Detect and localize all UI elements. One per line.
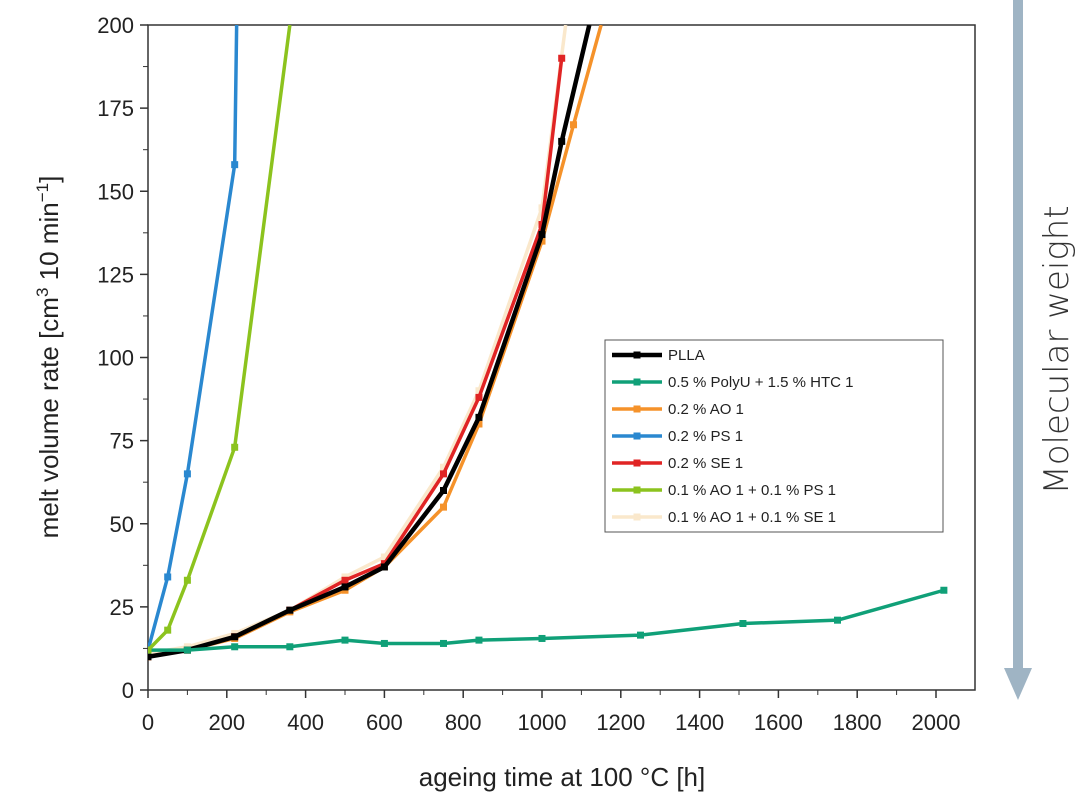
axis-ticks bbox=[140, 24, 937, 698]
legend: PLLA 0.5 % PolyU + 1.5 % HTC 1 0.2 % AO 1 0… bbox=[604, 339, 944, 533]
series-line-6 bbox=[148, 25, 568, 656]
arrow-shaft bbox=[1013, 0, 1023, 670]
series-layer bbox=[148, 25, 948, 661]
x-tick-label: 1800 bbox=[833, 710, 882, 735]
legend-marker bbox=[633, 432, 641, 440]
legend-marker bbox=[633, 459, 641, 467]
data-point bbox=[231, 643, 239, 651]
data-point bbox=[183, 576, 191, 584]
data-point bbox=[164, 626, 172, 634]
data-point bbox=[475, 413, 483, 421]
data-point bbox=[148, 653, 152, 661]
x-tick-label: 200 bbox=[208, 710, 245, 735]
x-tick-label: 0 bbox=[142, 710, 154, 735]
data-point bbox=[739, 620, 747, 627]
x-tick-label: 1600 bbox=[754, 710, 803, 735]
data-point bbox=[148, 646, 152, 654]
y-axis-title-mid: 10 min bbox=[34, 202, 64, 287]
data-point bbox=[558, 137, 566, 145]
tick-labels: 0 200 400 600 800 1000 1200 1400 1600 1800 2000 0 25… bbox=[97, 13, 960, 735]
data-point bbox=[475, 636, 483, 644]
data-point bbox=[440, 487, 447, 494]
y-tick-label: 50 bbox=[110, 512, 134, 537]
data-point bbox=[834, 616, 841, 624]
x-tick-label: 1200 bbox=[596, 710, 645, 735]
legend-label: 0.1 % AO 1 + 0.1 % PS 1 bbox=[668, 482, 836, 499]
data-point bbox=[637, 631, 644, 639]
y-tick-label: 25 bbox=[110, 595, 134, 620]
data-point bbox=[940, 586, 948, 594]
legend-marker bbox=[633, 351, 641, 359]
x-tick-label: 1000 bbox=[518, 710, 567, 735]
data-point bbox=[538, 204, 546, 212]
y-tick-label: 150 bbox=[97, 179, 134, 204]
data-point bbox=[380, 563, 388, 571]
data-point bbox=[183, 646, 191, 654]
data-point bbox=[475, 393, 483, 401]
legend-marker bbox=[633, 378, 641, 386]
legend-marker bbox=[633, 513, 641, 521]
y-axis-title: melt volume rate [cm3 10 min−1] bbox=[33, 176, 64, 539]
data-point bbox=[440, 503, 447, 511]
data-point bbox=[231, 443, 239, 451]
y-axis-title-end: ] bbox=[34, 176, 64, 183]
y-tick-label: 200 bbox=[97, 13, 134, 38]
y-tick-label: 100 bbox=[97, 346, 134, 371]
data-point bbox=[286, 606, 294, 614]
legend-label: 0.2 % AO 1 bbox=[668, 401, 744, 418]
y-tick-label: 0 bbox=[122, 678, 134, 703]
data-point bbox=[440, 470, 447, 478]
molecular-weight-label: Molecular weight bbox=[1037, 205, 1077, 494]
data-point bbox=[231, 633, 239, 641]
data-point bbox=[164, 573, 172, 581]
data-point bbox=[183, 470, 191, 478]
legend-label: 0.2 % SE 1 bbox=[668, 455, 743, 472]
arrow-head bbox=[1004, 668, 1032, 700]
data-point bbox=[286, 643, 294, 651]
data-point bbox=[341, 636, 349, 644]
x-tick-label: 800 bbox=[445, 710, 482, 735]
legend-marker bbox=[633, 405, 641, 413]
x-axis-title: ageing time at 100 °C [h] bbox=[419, 762, 705, 792]
data-point bbox=[538, 230, 546, 238]
data-point bbox=[538, 634, 546, 642]
x-tick-label: 400 bbox=[287, 710, 324, 735]
data-point bbox=[341, 576, 349, 584]
x-tick-label: 1400 bbox=[675, 710, 724, 735]
data-point bbox=[475, 420, 483, 428]
y-axis-title-sup1: 3 bbox=[33, 288, 52, 297]
data-point bbox=[380, 639, 388, 647]
data-point bbox=[570, 121, 578, 129]
x-tick-label: 600 bbox=[366, 710, 403, 735]
y-tick-label: 75 bbox=[110, 429, 134, 454]
data-point bbox=[558, 54, 566, 62]
legend-marker bbox=[633, 486, 641, 494]
data-point bbox=[341, 583, 349, 591]
data-point bbox=[440, 639, 447, 647]
molecular-weight-arrow bbox=[1004, 0, 1032, 700]
legend-label: 0.1 % AO 1 + 0.1 % SE 1 bbox=[668, 509, 836, 526]
data-point bbox=[231, 161, 239, 169]
y-tick-label: 175 bbox=[97, 96, 134, 121]
data-point bbox=[440, 463, 447, 471]
y-axis-title-sup2: −1 bbox=[33, 183, 52, 202]
data-point bbox=[380, 553, 388, 561]
x-tick-label: 2000 bbox=[912, 710, 961, 735]
data-point bbox=[475, 387, 483, 395]
y-tick-label: 125 bbox=[97, 262, 134, 287]
y-axis-title-main: melt volume rate [cm bbox=[34, 297, 64, 538]
legend-label: 0.5 % PolyU + 1.5 % HTC 1 bbox=[668, 374, 854, 391]
legend-label: 0.2 % PS 1 bbox=[668, 428, 743, 445]
legend-label: PLLA bbox=[668, 347, 705, 364]
